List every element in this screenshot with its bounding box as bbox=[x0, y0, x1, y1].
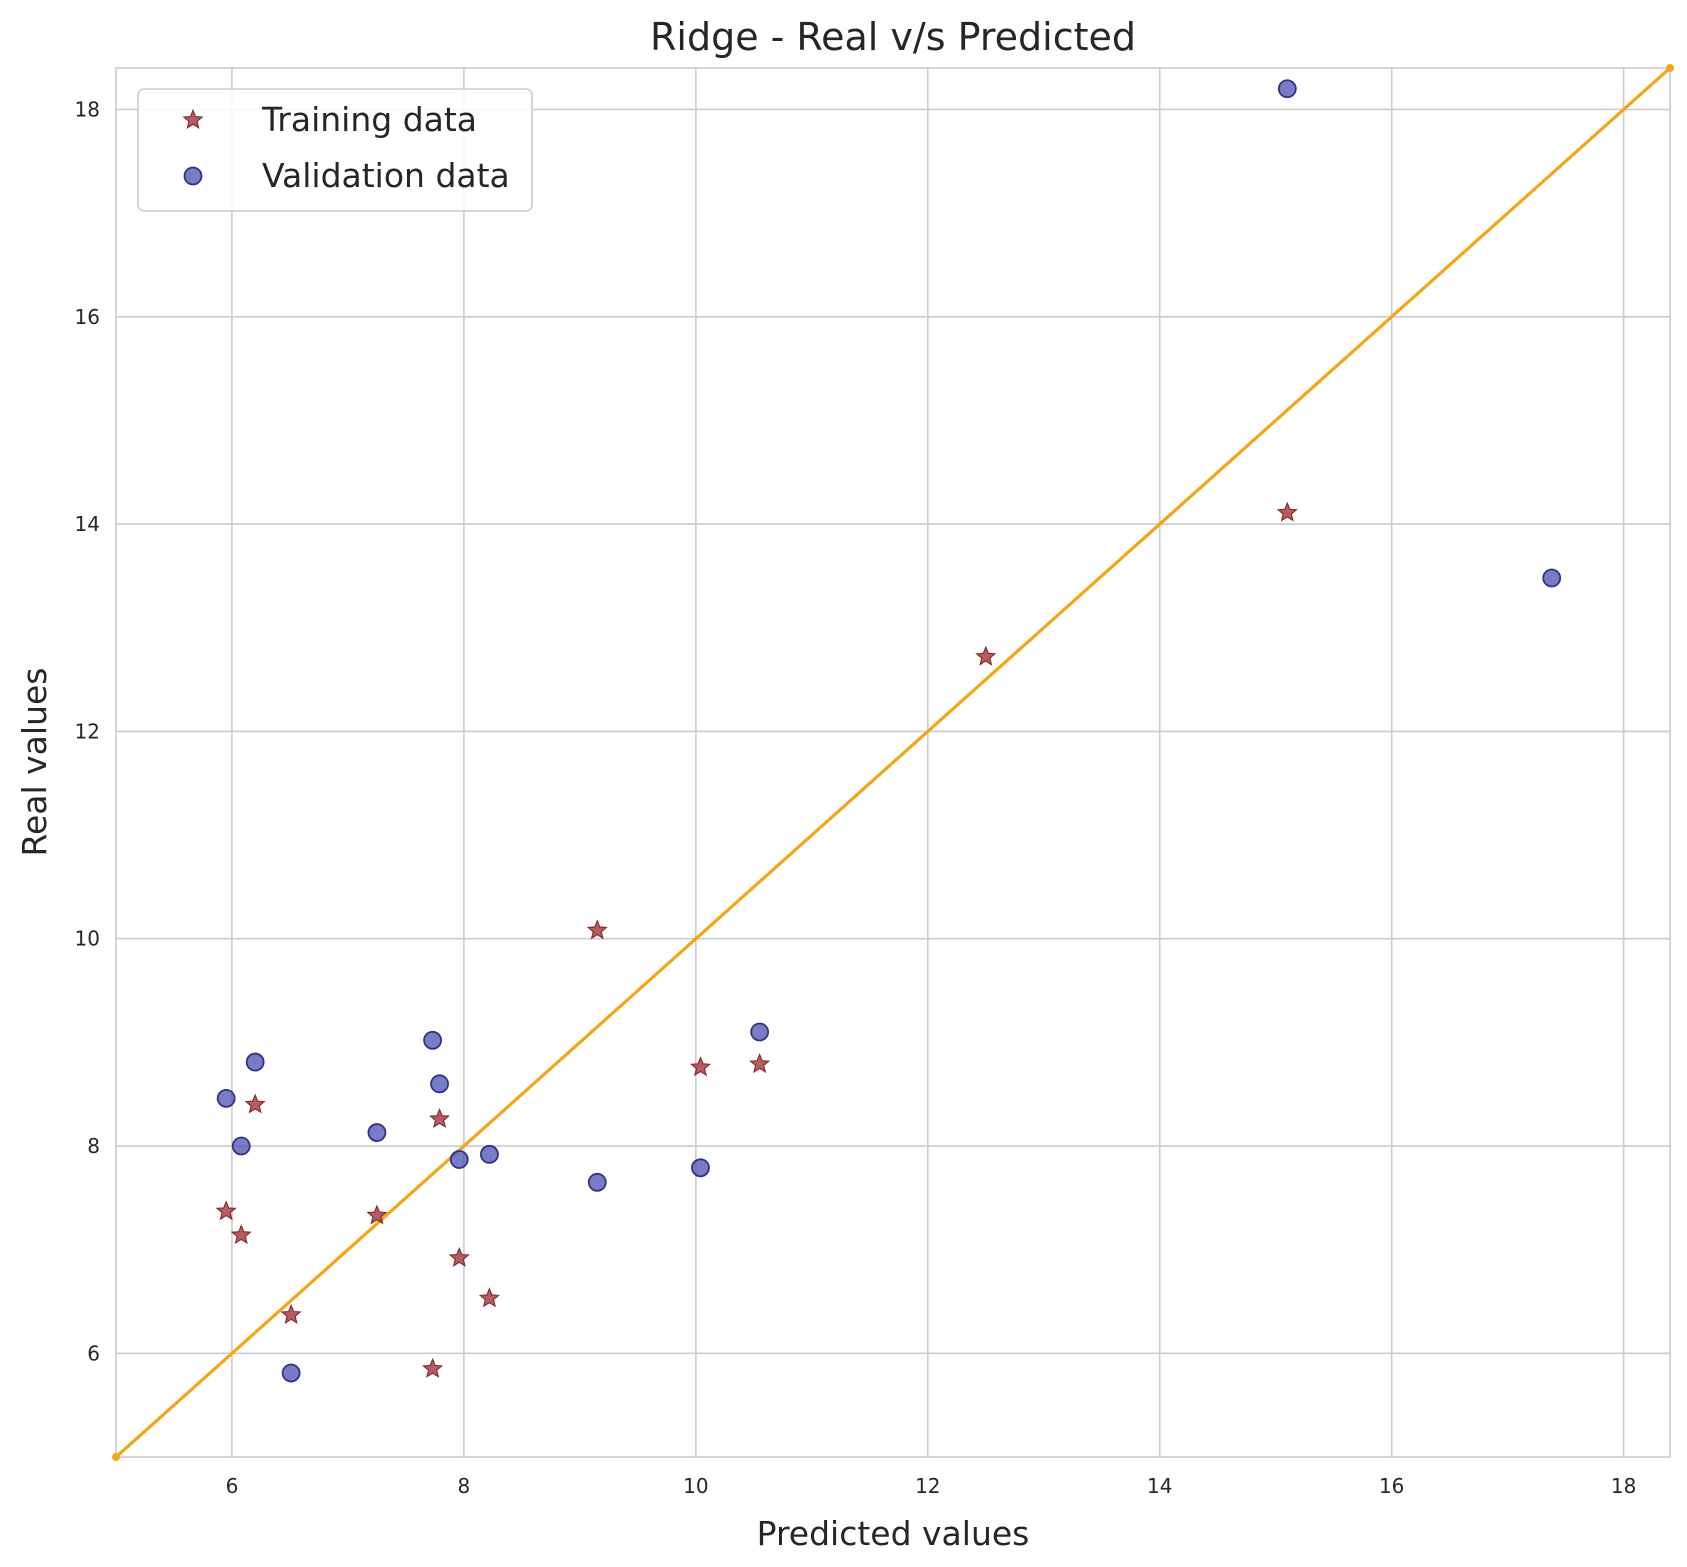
y-tick-label: 10 bbox=[75, 927, 100, 951]
validation-point bbox=[449, 1150, 469, 1169]
training-point bbox=[422, 1357, 444, 1378]
reference-line-endpoint bbox=[112, 1453, 120, 1461]
x-tick-label: 16 bbox=[1379, 1474, 1404, 1498]
validation-point bbox=[691, 1158, 710, 1178]
reference-line-layer bbox=[112, 64, 1674, 1461]
training-point bbox=[689, 1056, 712, 1077]
tick-labels: 6 8 10 12 14 16 18 6 8 10 12 14 16 18 bbox=[75, 97, 1637, 1498]
x-tick-label: 18 bbox=[1611, 1474, 1636, 1498]
training-point bbox=[280, 1303, 302, 1324]
legend-markers bbox=[182, 108, 204, 186]
validation-point bbox=[1542, 568, 1562, 588]
validation-point bbox=[216, 1088, 236, 1108]
validation-point bbox=[367, 1123, 387, 1142]
x-tick-label: 10 bbox=[683, 1474, 708, 1498]
y-tick-label: 8 bbox=[87, 1134, 100, 1158]
validation-point bbox=[430, 1074, 449, 1094]
y-tick-label: 6 bbox=[87, 1341, 100, 1365]
x-tick-label: 6 bbox=[226, 1474, 239, 1498]
validation-point bbox=[750, 1022, 770, 1042]
training-point bbox=[1276, 501, 1298, 522]
training-point bbox=[428, 1107, 451, 1129]
training-point bbox=[448, 1246, 470, 1267]
validation-point bbox=[1277, 79, 1297, 99]
training-point bbox=[366, 1204, 388, 1225]
training-point bbox=[749, 1053, 771, 1074]
legend-marker-validation bbox=[183, 166, 203, 186]
chart-title: Ridge - Real v/s Predicted bbox=[650, 15, 1136, 59]
y-axis-label: Real values bbox=[15, 668, 54, 857]
training-point bbox=[244, 1093, 266, 1114]
y-tick-label: 12 bbox=[75, 719, 100, 743]
legend-marker-training bbox=[182, 108, 204, 129]
plot-area-border bbox=[115, 67, 1671, 1458]
reference-line-endpoint bbox=[1666, 64, 1674, 72]
training-point bbox=[478, 1287, 500, 1308]
x-tick-label: 8 bbox=[458, 1474, 471, 1498]
validation-point bbox=[231, 1136, 251, 1156]
y-tick-label: 18 bbox=[75, 97, 100, 121]
x-tick-label: 14 bbox=[1147, 1474, 1172, 1498]
y-tick-label: 14 bbox=[75, 512, 100, 536]
legend-label-validation: Validation data bbox=[262, 156, 510, 195]
legend: Training data Validation data bbox=[137, 88, 533, 212]
x-axis-label: Predicted values bbox=[757, 1514, 1030, 1553]
validation-point bbox=[245, 1052, 265, 1072]
x-tick-label: 12 bbox=[915, 1474, 940, 1498]
legend-label-training: Training data bbox=[261, 100, 477, 139]
training-point bbox=[586, 919, 608, 940]
training-point bbox=[230, 1224, 252, 1245]
validation-point bbox=[423, 1030, 442, 1050]
validation-point bbox=[587, 1172, 607, 1192]
y-tick-label: 16 bbox=[75, 305, 100, 329]
training-point bbox=[215, 1200, 237, 1221]
training-point bbox=[975, 645, 997, 666]
grid bbox=[116, 68, 1670, 1457]
validation-point bbox=[281, 1363, 301, 1383]
legend-box bbox=[137, 88, 533, 212]
reference-line bbox=[114, 66, 1672, 1459]
data-points bbox=[215, 79, 1562, 1383]
validation-point bbox=[480, 1144, 499, 1164]
